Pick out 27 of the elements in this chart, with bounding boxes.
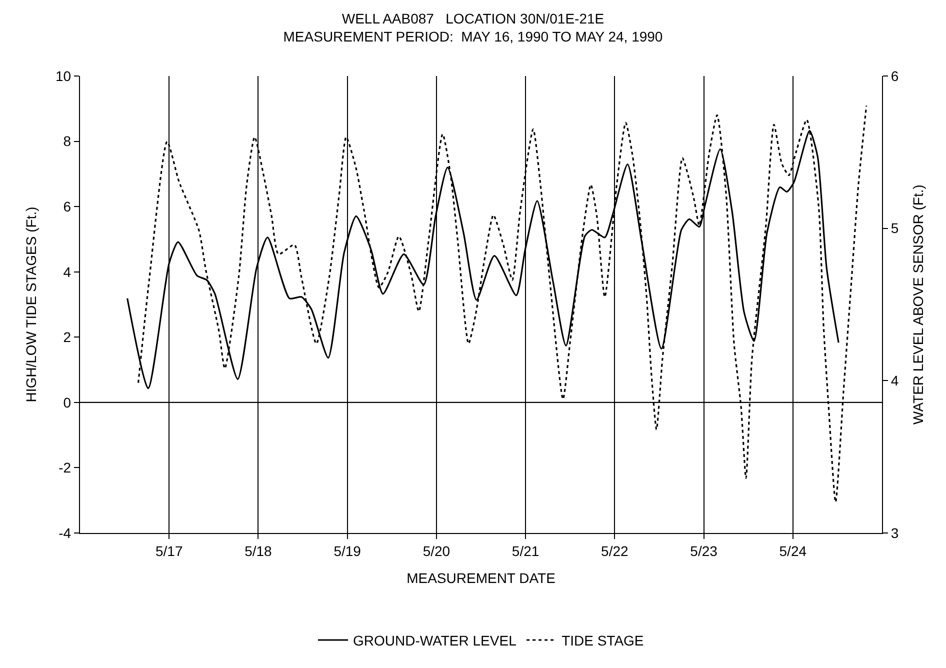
y-tick-label: 2 [63, 329, 72, 346]
x-axis-title: MEASUREMENT DATE [406, 570, 556, 586]
chart-title: WELL AAB087 LOCATION 30N/01E-21E [342, 10, 604, 26]
y2-tick-label: 4 [890, 372, 899, 389]
y-tick-label: -2 [58, 460, 72, 476]
y-tick-label: 4 [63, 264, 72, 280]
y2-axis-title: WATER LEVEL ABOVE SENSOR (Ft.) [910, 184, 926, 424]
legend-label: TIDE STAGE [562, 632, 644, 648]
y-axis-title: HIGH/LOW TIDE STAGES (Ft.) [23, 206, 40, 402]
y2-tick-label: 6 [890, 68, 899, 84]
x-tick-label: 5/20 [422, 542, 450, 559]
legend-label: GROUND-WATER LEVEL [353, 632, 517, 648]
x-tick-label: 5/17 [155, 542, 183, 559]
y2-tick-label: 5 [890, 220, 899, 236]
y-tick-label: 8 [63, 133, 72, 150]
y2-tick-label: 3 [890, 524, 899, 541]
y-tick-label: -4 [58, 524, 72, 541]
y-tick-label: 10 [56, 68, 72, 84]
x-tick-label: 5/19 [334, 542, 362, 559]
x-tick-label: 5/22 [601, 542, 629, 559]
chart-subtitle: MEASUREMENT PERIOD: MAY 16, 1990 TO MAY 24, 1990 [283, 28, 663, 45]
y-tick-label: 6 [63, 198, 72, 214]
x-tick-label: 5/23 [690, 542, 718, 559]
y-tick-label: 0 [63, 394, 72, 410]
x-tick-label: 5/24 [779, 542, 807, 559]
x-tick-label: 5/21 [512, 542, 540, 559]
x-tick-label: 5/18 [244, 542, 272, 559]
